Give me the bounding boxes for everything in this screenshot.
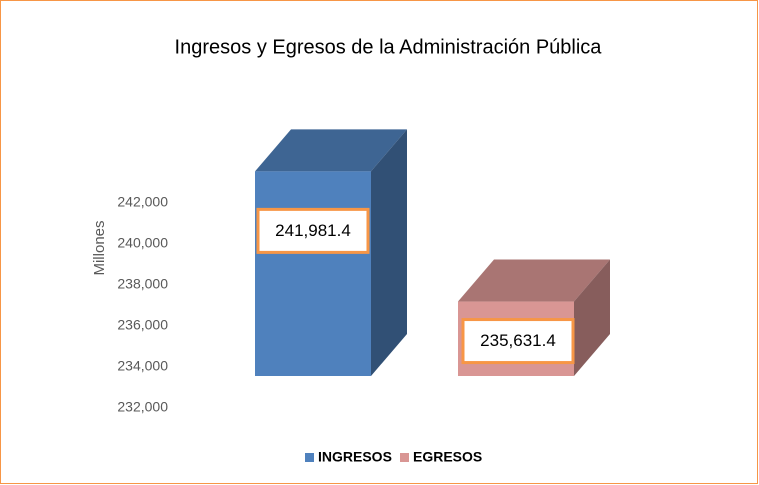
- legend-swatch: [400, 453, 409, 462]
- bar: [255, 171, 371, 376]
- bar-side: [574, 259, 610, 376]
- y-tick-label: 242,000: [117, 194, 168, 210]
- y-tick-label: 240,000: [117, 235, 168, 251]
- legend-swatch: [305, 453, 314, 462]
- y-tick-label: 234,000: [117, 358, 168, 374]
- y-axis-title: Millones: [91, 220, 108, 275]
- y-tick-label: 232,000: [117, 399, 168, 415]
- data-label-box: [461, 318, 575, 365]
- y-tick-label: 236,000: [117, 317, 168, 333]
- legend-label: INGRESOS: [318, 449, 392, 465]
- bar-top: [255, 129, 407, 172]
- data-label: 235,631.4: [480, 331, 556, 350]
- bar-side: [371, 129, 407, 376]
- y-tick-label: 238,000: [117, 276, 168, 292]
- chart-title: Ingresos y Egresos de la Administración …: [175, 36, 603, 58]
- legend-label: EGRESOS: [413, 449, 482, 465]
- bar-top: [458, 259, 610, 302]
- data-label-box: [256, 207, 370, 254]
- data-label: 241,981.4: [275, 221, 351, 240]
